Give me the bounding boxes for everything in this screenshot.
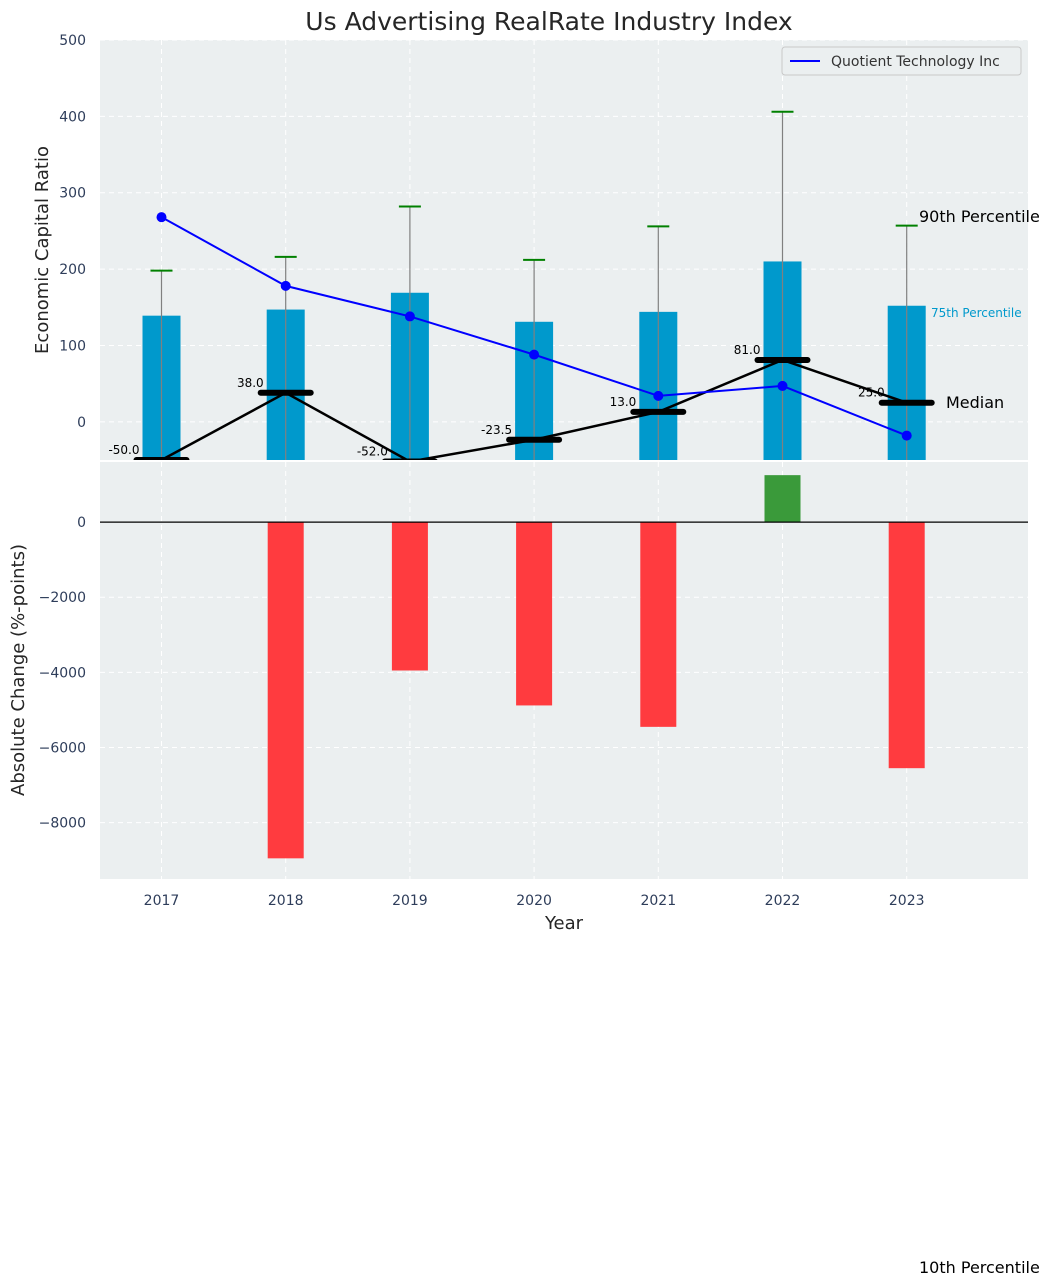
x-tick-label: 2019 [392, 893, 428, 909]
annotation-10th-percentile: 10th Percentile [919, 1258, 1040, 1277]
legend-label: Quotient Technology Inc [831, 54, 1000, 70]
x-tick-label: 2020 [516, 893, 552, 909]
x-tick-label: 2021 [640, 893, 676, 909]
top-y-tick-label: 200 [59, 262, 86, 278]
legend: Quotient Technology Inc [781, 46, 1022, 76]
top-plot-marks: -50.0 38.0 -52.0 -23.5 13.0 81.0 25.0 [108, 110, 935, 460]
x-axis-label: Year [544, 913, 584, 934]
median-value-label: 13.0 [610, 395, 637, 409]
x-tick-label: 2023 [889, 893, 925, 909]
median-value-label: -52.0 [357, 445, 388, 459]
company-point [404, 311, 415, 322]
chart-title: Us Advertising RealRate Industry Index [305, 7, 792, 36]
legend-box [781, 46, 1022, 76]
absolute-change-bar [888, 522, 925, 769]
top-y-tick-label: 0 [77, 415, 86, 431]
median-value-label: 25.0 [858, 386, 885, 400]
absolute-change-bar [267, 522, 304, 859]
bottom-plot-background [100, 462, 1028, 879]
bottom-y-tick-label: 0 [77, 515, 86, 531]
median-value-label: 81.0 [734, 343, 761, 357]
median-value-label: 38.0 [237, 376, 264, 390]
x-tick-label: 2022 [765, 893, 801, 909]
absolute-change-bar [391, 522, 428, 671]
median-value-label: -23.5 [481, 423, 512, 437]
top-y-tick-label: 500 [59, 33, 86, 49]
company-point [777, 380, 788, 391]
absolute-change-bar [764, 475, 801, 523]
top-y-axis-label: Economic Capital Ratio [32, 146, 53, 354]
top-y-tick-label: 400 [59, 109, 86, 125]
company-point [653, 390, 664, 401]
annotation-75th-percentile: 75th Percentile [931, 306, 1022, 320]
bottom-y-axis-label: Absolute Change (%-points) [8, 544, 29, 796]
x-tick-label: 2017 [144, 893, 180, 909]
absolute-change-bar [640, 522, 677, 727]
company-point [901, 430, 912, 441]
bottom-plot-marks [100, 475, 1028, 859]
top-y-tick-label: 300 [59, 186, 86, 202]
absolute-change-bar [516, 522, 553, 706]
x-tick-label: 2018 [268, 893, 304, 909]
company-point [529, 349, 540, 360]
top-y-tick-label: 100 [59, 338, 86, 354]
annotation-median: Median [946, 393, 1004, 412]
bottom-y-tick-label: −8000 [39, 816, 86, 832]
bottom-y-tick-label: −6000 [39, 741, 86, 757]
company-point [156, 212, 167, 223]
median-value-label: -50.0 [108, 443, 139, 457]
bottom-y-tick-label: −4000 [39, 665, 86, 681]
bottom-y-tick-label: −2000 [39, 590, 86, 606]
annotation-90th-percentile: 90th Percentile [919, 207, 1040, 226]
company-point [280, 280, 291, 291]
